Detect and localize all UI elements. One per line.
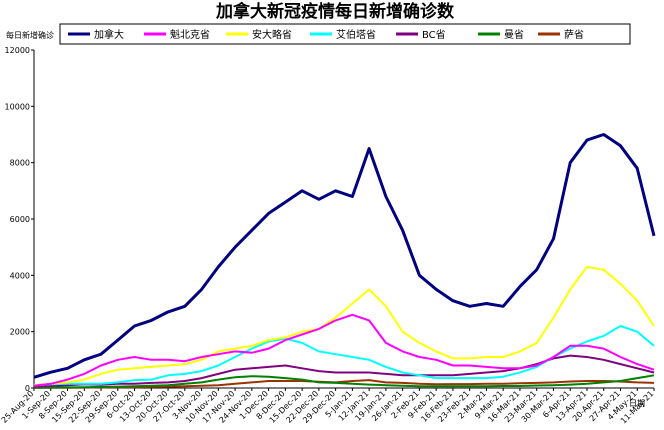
y-tick-label: 6000	[10, 215, 30, 224]
y-tick-label: 10000	[5, 102, 30, 111]
series-line-6	[33, 374, 655, 389]
y-tick-label: 4000	[10, 271, 30, 280]
y-tick-label: 8000	[10, 159, 30, 168]
series-line-4	[33, 325, 655, 387]
legend-label-4: 艾伯塔省	[336, 28, 376, 41]
legend-label-2: 魁北克省	[170, 28, 210, 41]
legend: 加拿大 魁北克省 安大略省 艾伯塔省 BC省 曼省 萨省	[59, 23, 631, 45]
legend-label-3: 安大略省	[252, 28, 292, 41]
series-line-2	[33, 313, 655, 387]
legend-label-7: 萨省	[564, 28, 584, 41]
y-tick-label: 12000	[5, 46, 30, 55]
series-line-1	[33, 133, 656, 379]
chart-title: 加拿大新冠疫情每日新增确诊数	[215, 1, 455, 22]
y-tick-label: 0	[25, 384, 30, 393]
legend-box	[59, 23, 631, 45]
plot-area: 02000400060008000100001200025-Aug-201-Se…	[0, 46, 656, 425]
legend-label-1: 加拿大	[94, 28, 124, 41]
y-tick-label: 2000	[10, 328, 30, 337]
legend-label-5: BC省	[422, 28, 446, 41]
y-axis-label: 每日新增确诊	[6, 30, 54, 40]
legend-label-6: 曼省	[504, 28, 524, 41]
series-line-3	[33, 265, 655, 387]
x-axis-label: 日期	[629, 399, 645, 408]
